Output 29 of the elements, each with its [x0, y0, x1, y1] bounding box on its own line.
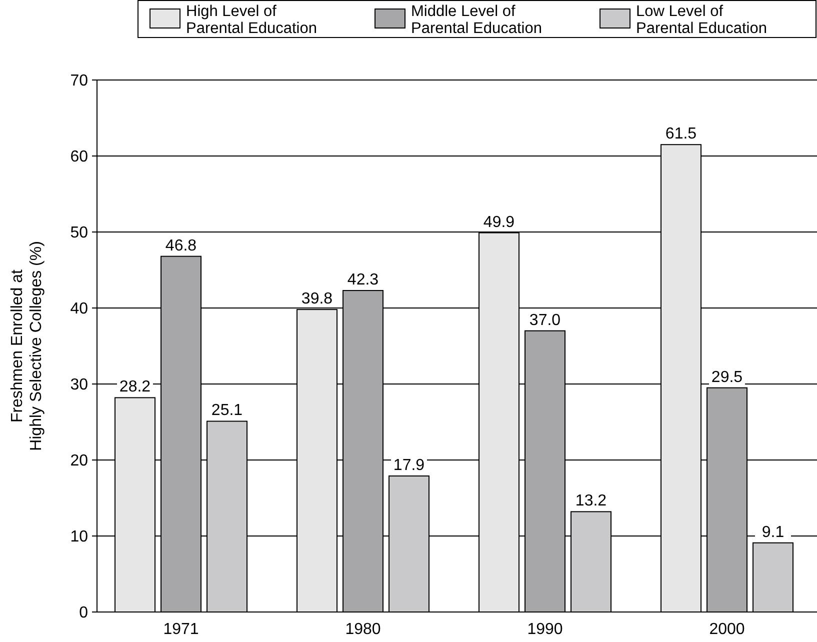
y-tick-label: 0 — [79, 604, 88, 622]
text: 37.0 — [529, 312, 561, 329]
legend-label: High Level of Parental Education — [186, 3, 317, 37]
legend-label: Middle Level of Parental Education — [411, 3, 542, 37]
text: 39.8 — [301, 290, 333, 308]
text: 49.9 — [483, 214, 515, 231]
y-tick-label: 50 — [70, 224, 88, 242]
y-axis-title: Freshmen Enrolled at Highly Selective Colleges (%) — [9, 241, 45, 451]
text: 46.8 — [165, 237, 197, 254]
x-tick-label: 1971 — [163, 621, 199, 638]
legend-label: Low Level of Parental Education — [636, 3, 767, 37]
y-tick-label: 60 — [70, 148, 88, 166]
text: 28.2 — [119, 378, 151, 396]
y-tick-label: 30 — [70, 376, 88, 394]
x-tick-label: 1990 — [527, 621, 563, 638]
y-tick-label: 70 — [70, 72, 88, 90]
text: 61.5 — [665, 126, 697, 143]
bar — [752, 542, 794, 612]
y-tick-label: 10 — [70, 528, 88, 546]
text: 9.1 — [762, 524, 784, 541]
y-tick-label: 40 — [70, 300, 88, 318]
x-tick-label: 1980 — [345, 621, 381, 638]
x-tick-label: 2000 — [709, 621, 745, 638]
text: 29.5 — [711, 368, 743, 386]
text: 17.9 — [393, 456, 425, 474]
text: 42.3 — [347, 272, 379, 289]
text: 13.2 — [575, 492, 607, 510]
y-tick-label: 20 — [70, 452, 88, 470]
text: 25.1 — [211, 402, 243, 420]
